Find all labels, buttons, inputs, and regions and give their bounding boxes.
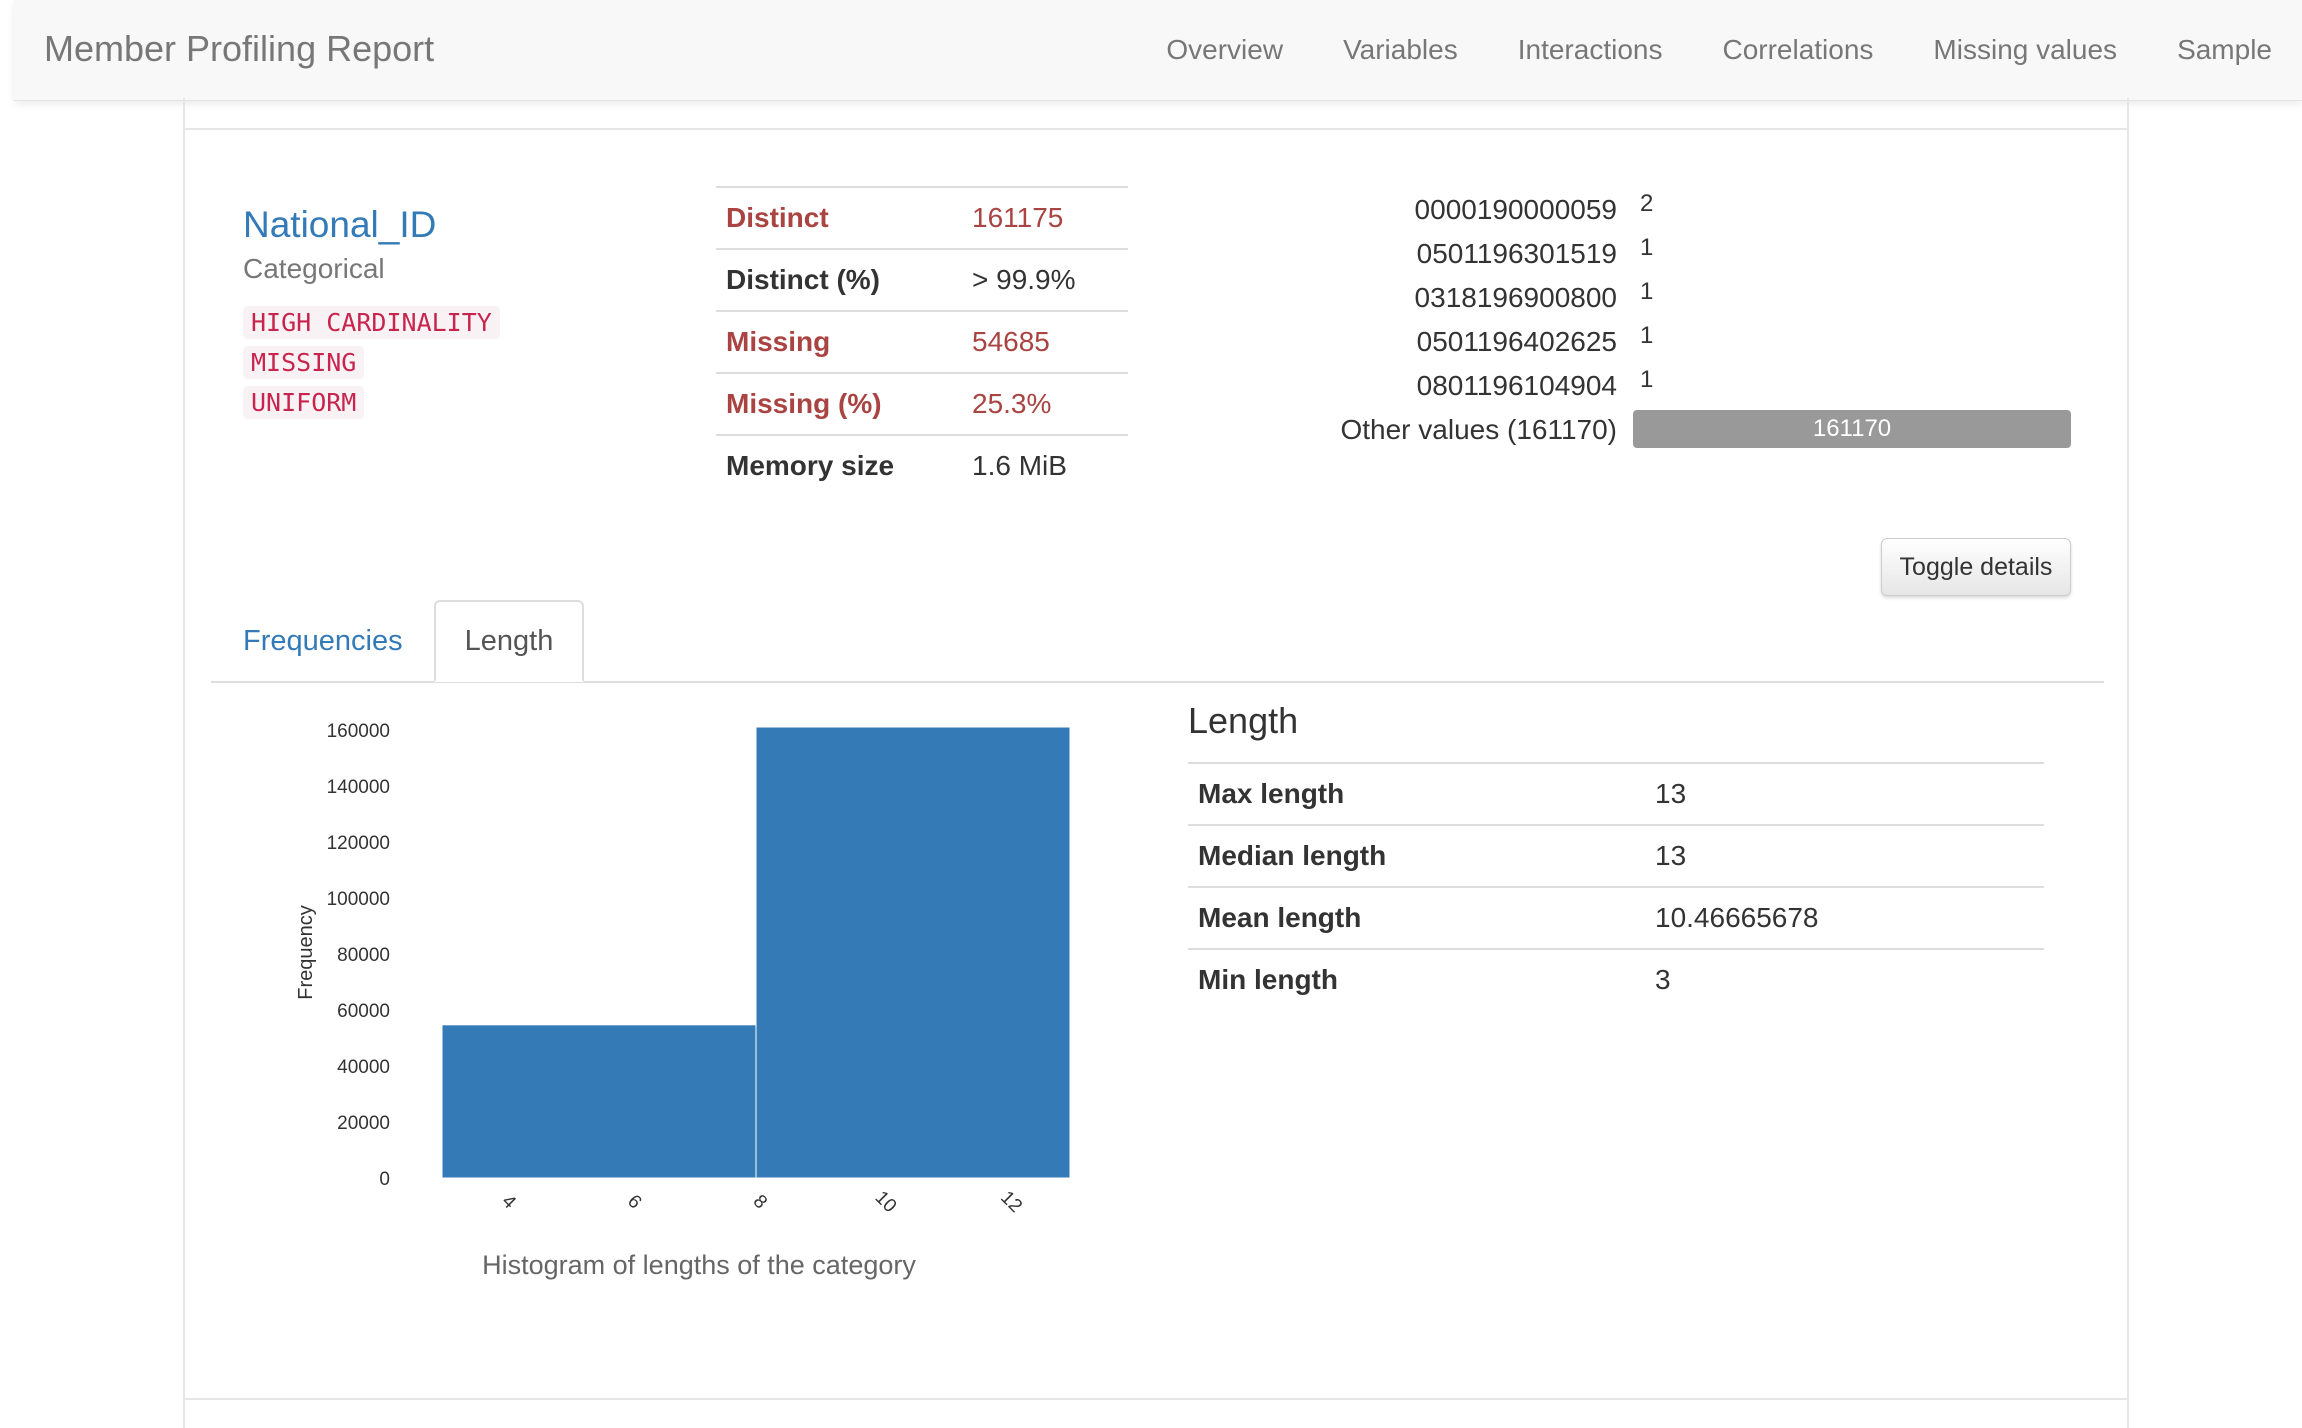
x-tick-label: 10 xyxy=(871,1187,901,1217)
tab-length[interactable]: Length xyxy=(434,600,584,682)
y-tick-label: 20000 xyxy=(337,1113,390,1134)
app-title[interactable]: Member Profiling Report xyxy=(44,28,435,69)
variable-type: Categorical xyxy=(243,253,385,284)
nav-sample[interactable]: Sample xyxy=(2177,34,2272,65)
card-top-edge xyxy=(183,98,2129,128)
y-tick-label: 100000 xyxy=(327,889,390,910)
x-tick-label: 6 xyxy=(623,1191,645,1213)
y-tick-label: 160000 xyxy=(327,721,390,742)
stat-row-missing: Missing 54685 xyxy=(716,310,1128,373)
variable-card xyxy=(183,128,2129,1428)
navbar: Member Profiling Report Overview Variabl… xyxy=(14,0,2302,101)
nav-correlations[interactable]: Correlations xyxy=(1722,34,1874,65)
frequency-item-other: Other values (161170) xyxy=(1100,410,1617,450)
length-panel-title: Length xyxy=(1188,700,1299,741)
nav-menu: Overview Variables Interactions Correlat… xyxy=(1166,0,2272,100)
stat-label: Missing (%) xyxy=(716,372,962,435)
x-tick-label: 4 xyxy=(498,1191,521,1214)
y-tick-label: 120000 xyxy=(327,833,390,854)
stat-value: 1.6 MiB xyxy=(962,434,1128,496)
stat-value: 161175 xyxy=(962,186,1128,249)
toggle-details-button[interactable]: Toggle details xyxy=(1881,538,2071,596)
stat-label: Distinct xyxy=(716,186,962,249)
nav-missing-values[interactable]: Missing values xyxy=(1933,34,2118,65)
stat-label: Missing xyxy=(716,310,962,373)
histogram-bar xyxy=(755,726,1071,1179)
tab-frequencies[interactable]: Frequencies xyxy=(243,624,403,657)
length-stats-table: Max length 13 Median length 13 Mean leng… xyxy=(1188,762,2044,1010)
length-value: 13 xyxy=(1645,824,2044,887)
frequency-count: 1 xyxy=(1640,366,1654,393)
variable-name[interactable]: National_ID xyxy=(243,204,437,245)
stat-value: 54685 xyxy=(962,310,1128,373)
length-row-median: Median length 13 xyxy=(1188,824,2044,887)
stat-row-distinct-pct: Distinct (%) > 99.9% xyxy=(716,248,1128,311)
tabs-underline xyxy=(211,681,2104,683)
frequency-value: 0501196402625 xyxy=(1416,326,1617,357)
y-tick-label: 60000 xyxy=(337,1001,390,1022)
stat-label: Memory size xyxy=(716,434,962,496)
stat-row-missing-pct: Missing (%) 25.3% xyxy=(716,372,1128,435)
stat-row-distinct: Distinct 161175 xyxy=(716,186,1128,249)
frequency-value: 0801196104904 xyxy=(1416,370,1617,401)
nav-overview[interactable]: Overview xyxy=(1166,34,1284,65)
y-tick-label: 0 xyxy=(379,1169,390,1190)
y-axis-label: Frequency xyxy=(295,905,317,1000)
length-histogram: 0 20000 40000 60000 80000 100000 120000 140000 1… xyxy=(295,721,1071,1217)
length-value: 3 xyxy=(1645,948,2044,1010)
frequency-value: 0501196301519 xyxy=(1416,238,1617,269)
frequency-count: 1 xyxy=(1640,322,1654,349)
other-values-count: 161170 xyxy=(1812,415,1892,442)
x-tick-label: 8 xyxy=(749,1191,771,1213)
frequency-count: 2 xyxy=(1640,190,1654,217)
length-label: Median length xyxy=(1188,824,1645,887)
length-label: Min length xyxy=(1188,948,1645,1010)
y-tick-label: 80000 xyxy=(337,945,390,966)
frequency-item: 0318196900800 xyxy=(1200,278,1617,318)
frequency-value: 0318196900800 xyxy=(1414,282,1617,313)
frequency-count: 1 xyxy=(1640,278,1654,305)
stat-value: 25.3% xyxy=(962,372,1128,435)
frequency-value: 0000190000059 xyxy=(1414,194,1617,225)
frequency-item: 0000190000059 xyxy=(1200,190,1617,230)
length-value: 10.46665678 xyxy=(1645,886,2044,949)
chart-caption: Histogram of lengths of the category xyxy=(482,1250,916,1280)
length-label: Mean length xyxy=(1188,886,1645,949)
nav-interactions[interactable]: Interactions xyxy=(1517,34,1663,65)
length-row-min: Min length 3 xyxy=(1188,948,2044,1010)
stat-value: > 99.9% xyxy=(962,248,1128,311)
length-row-max: Max length 13 xyxy=(1188,762,2044,825)
x-tick-label: 12 xyxy=(996,1187,1026,1217)
other-values-bar: 161170 xyxy=(1633,410,2071,448)
length-label: Max length xyxy=(1188,762,1645,825)
badge-high-cardinality: HIGH CARDINALITY xyxy=(243,306,500,339)
length-row-mean: Mean length 10.46665678 xyxy=(1188,886,2044,949)
other-values-label: Other values (161170) xyxy=(1340,414,1617,445)
nav-variables[interactable]: Variables xyxy=(1343,34,1458,65)
y-tick-label: 40000 xyxy=(337,1057,390,1078)
stats-table: Distinct 161175 Distinct (%) > 99.9% Mis… xyxy=(716,186,1128,496)
frequency-item: 0801196104904 xyxy=(1200,366,1617,406)
stat-row-memory-size: Memory size 1.6 MiB xyxy=(716,434,1128,496)
length-value: 13 xyxy=(1645,762,2044,825)
stat-label: Distinct (%) xyxy=(716,248,962,311)
frequency-item: 0501196402625 xyxy=(1200,322,1617,362)
frequency-count: 1 xyxy=(1640,234,1654,261)
frequency-item: 0501196301519 xyxy=(1200,234,1617,274)
histogram-bar xyxy=(441,1024,757,1179)
badge-uniform: UNIFORM xyxy=(243,386,365,419)
y-tick-label: 140000 xyxy=(327,777,390,798)
card-divider xyxy=(183,1398,2129,1400)
badge-missing: MISSING xyxy=(243,346,365,379)
